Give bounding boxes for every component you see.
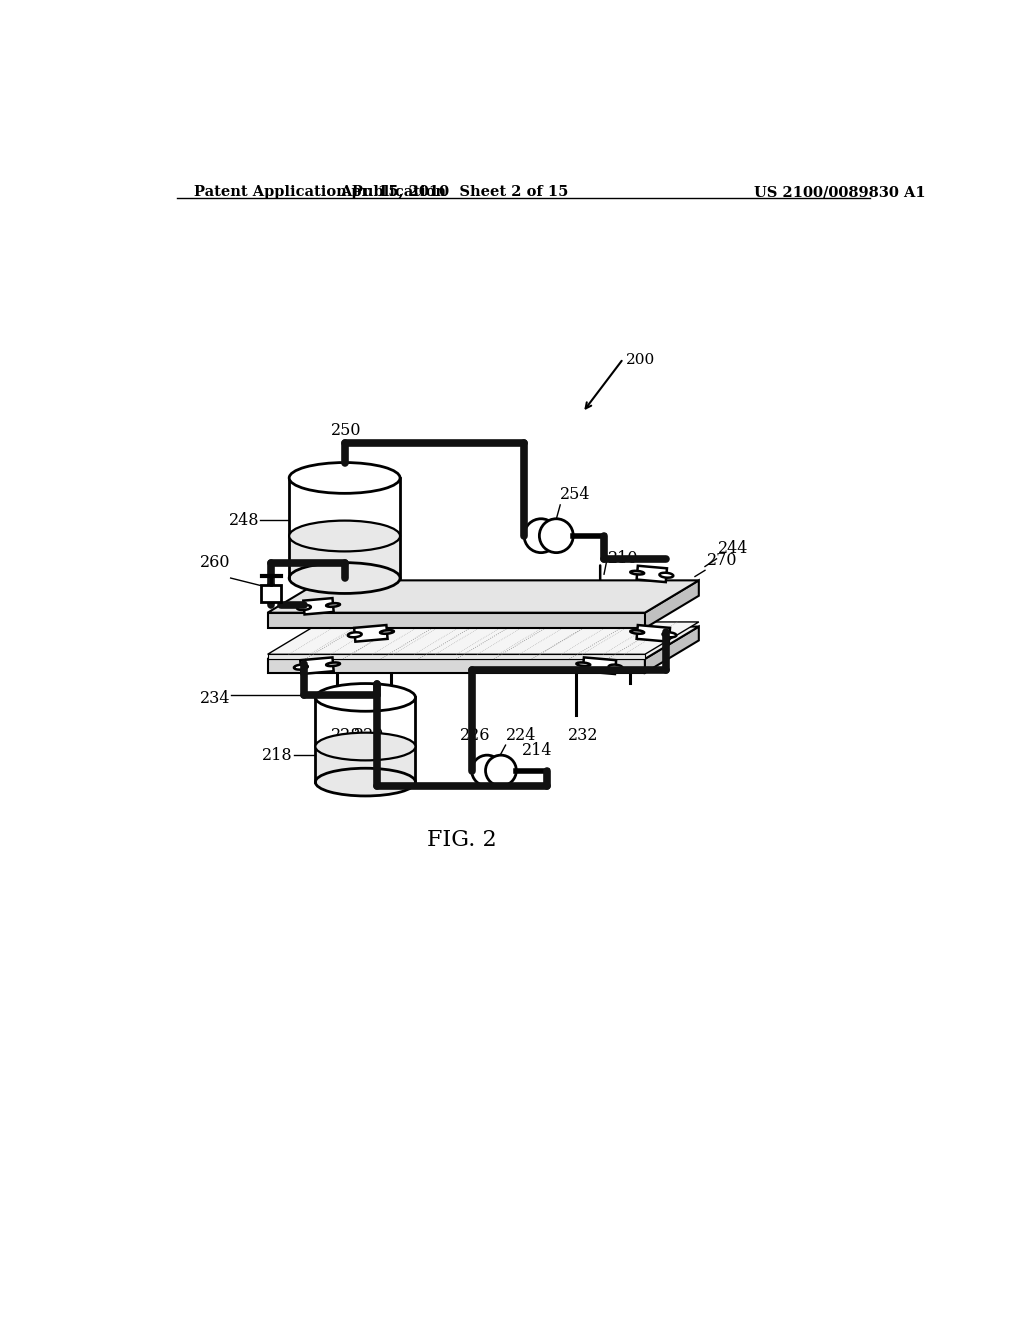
Ellipse shape <box>380 630 394 634</box>
Ellipse shape <box>297 605 311 610</box>
Polygon shape <box>315 747 416 781</box>
Circle shape <box>540 519 573 553</box>
Text: 220: 220 <box>354 726 384 743</box>
Polygon shape <box>315 697 416 781</box>
Text: FIG. 2: FIG. 2 <box>427 829 497 851</box>
Text: US 2100/0089830 A1: US 2100/0089830 A1 <box>755 185 926 199</box>
Text: 214: 214 <box>521 742 552 759</box>
Polygon shape <box>267 659 645 673</box>
Text: 214: 214 <box>331 742 361 759</box>
Ellipse shape <box>631 570 644 574</box>
Text: 244: 244 <box>718 540 749 557</box>
Ellipse shape <box>663 632 676 638</box>
Text: Apr. 15, 2010  Sheet 2 of 15: Apr. 15, 2010 Sheet 2 of 15 <box>340 185 568 199</box>
Text: 228: 228 <box>331 726 361 743</box>
Polygon shape <box>289 536 400 578</box>
Ellipse shape <box>294 664 308 669</box>
Text: 224: 224 <box>506 726 536 743</box>
Polygon shape <box>300 657 334 675</box>
Circle shape <box>472 755 503 785</box>
Text: 226: 226 <box>460 726 490 743</box>
Polygon shape <box>289 478 400 578</box>
Polygon shape <box>645 627 698 673</box>
Ellipse shape <box>289 520 400 552</box>
Text: 200: 200 <box>626 354 655 367</box>
Text: 248: 248 <box>229 512 260 529</box>
Ellipse shape <box>659 573 673 578</box>
Text: 210: 210 <box>608 550 638 568</box>
Text: 250: 250 <box>331 422 361 440</box>
Polygon shape <box>637 566 667 582</box>
Text: 232: 232 <box>568 726 598 743</box>
Polygon shape <box>354 626 387 642</box>
Text: 254: 254 <box>560 486 591 503</box>
Polygon shape <box>267 627 698 659</box>
Text: 260: 260 <box>200 554 230 572</box>
Polygon shape <box>645 581 698 628</box>
Text: 270: 270 <box>707 552 737 569</box>
Text: 268: 268 <box>370 562 400 579</box>
Ellipse shape <box>327 603 340 607</box>
Ellipse shape <box>315 684 416 711</box>
Polygon shape <box>267 581 698 612</box>
Ellipse shape <box>631 630 644 634</box>
Polygon shape <box>303 598 334 614</box>
Ellipse shape <box>348 632 361 638</box>
Ellipse shape <box>315 768 416 796</box>
Circle shape <box>485 755 516 785</box>
Text: 218: 218 <box>262 747 292 764</box>
Circle shape <box>524 519 558 553</box>
Ellipse shape <box>289 462 400 494</box>
Ellipse shape <box>577 663 590 667</box>
Ellipse shape <box>315 733 416 760</box>
Polygon shape <box>583 657 616 675</box>
Polygon shape <box>267 622 698 655</box>
Ellipse shape <box>608 664 623 669</box>
Ellipse shape <box>289 562 400 594</box>
Text: 234: 234 <box>200 690 230 708</box>
Bar <box>261 585 282 602</box>
Polygon shape <box>637 626 670 642</box>
Polygon shape <box>267 612 645 628</box>
Ellipse shape <box>327 663 340 667</box>
Polygon shape <box>267 655 645 659</box>
Text: Patent Application Publication: Patent Application Publication <box>194 185 445 199</box>
